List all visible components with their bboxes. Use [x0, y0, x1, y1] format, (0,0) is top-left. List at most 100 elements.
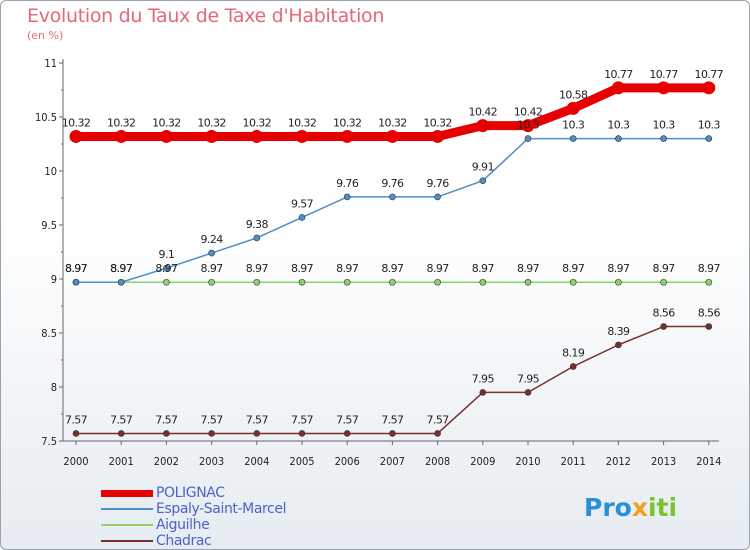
data-point — [705, 278, 713, 286]
data-label: 7.57 — [155, 413, 178, 426]
data-label: 10.58 — [559, 88, 588, 101]
data-label: 10.77 — [649, 68, 678, 81]
data-point — [385, 129, 399, 143]
data-label: 10.32 — [197, 116, 226, 129]
data-point — [114, 129, 128, 143]
data-point — [340, 129, 354, 143]
data-label: 9.57 — [291, 197, 314, 210]
data-point — [298, 214, 306, 221]
data-label: 9.38 — [246, 218, 269, 231]
data-point — [163, 430, 170, 437]
data-label: 7.95 — [517, 372, 540, 385]
x-tick-label: 2000 — [63, 455, 88, 468]
proxiti-logo: Proxiti — [584, 493, 677, 522]
data-label: 10.3 — [698, 119, 721, 132]
data-label: 10.3 — [517, 119, 540, 132]
x-tick-label: 2002 — [154, 455, 179, 468]
data-label: 7.57 — [427, 413, 450, 426]
data-point — [615, 278, 622, 286]
data-point — [343, 430, 351, 437]
data-point — [163, 264, 170, 272]
data-point — [524, 389, 532, 396]
data-label: 10.32 — [107, 116, 136, 129]
data-point — [295, 129, 309, 143]
legend-swatch-espaly — [101, 508, 153, 510]
data-label: 10.42 — [469, 106, 498, 119]
data-point — [72, 430, 80, 437]
y-tick-label: 10 — [44, 165, 57, 178]
logo-part-2: x — [631, 493, 648, 522]
data-label: 8.97 — [201, 262, 224, 275]
x-tick-label: 2010 — [515, 455, 540, 468]
data-label: 8.97 — [65, 262, 88, 275]
data-point — [566, 101, 580, 115]
data-point — [389, 278, 396, 286]
data-point — [434, 430, 441, 437]
x-tick-label: 2009 — [470, 455, 495, 468]
data-label: 7.57 — [381, 413, 404, 426]
data-label: 9.91 — [472, 161, 494, 174]
data-label: 7.57 — [246, 413, 269, 426]
x-tick-label: 2013 — [651, 455, 676, 468]
data-point — [159, 129, 173, 143]
x-tick-label: 2007 — [380, 455, 405, 468]
data-label: 8.97 — [698, 262, 721, 275]
y-tick-label: 7.5 — [41, 435, 57, 448]
data-point — [615, 341, 622, 349]
data-label: 10.3 — [653, 119, 676, 132]
x-tick-label: 2012 — [606, 455, 631, 468]
data-point — [69, 129, 83, 143]
data-point — [163, 278, 170, 286]
y-tick-label: 8.5 — [41, 327, 57, 340]
legend-item-aiguilhe: Aiguilhe — [101, 517, 401, 533]
x-tick-label: 2003 — [199, 455, 224, 468]
x-tick-label: 2005 — [289, 455, 314, 468]
data-point — [208, 278, 215, 286]
x-tick-label: 2008 — [425, 455, 450, 468]
data-label: 10.32 — [378, 116, 407, 129]
data-label: 8.97 — [336, 262, 359, 275]
legend-label-chadrac: Chadrac — [156, 533, 212, 549]
data-point — [524, 278, 532, 286]
data-label: 10.32 — [62, 116, 91, 129]
x-tick-label: 2004 — [244, 455, 269, 468]
x-tick-label: 2006 — [335, 455, 360, 468]
data-point — [389, 193, 396, 201]
data-point — [524, 135, 532, 142]
chart-title: Evolution du Taux de Taxe d'Habitation — [27, 5, 385, 27]
y-tick-label: 11 — [44, 57, 57, 70]
data-label: 8.97 — [65, 262, 88, 275]
data-point — [253, 430, 261, 437]
data-point — [660, 135, 667, 142]
data-point — [205, 129, 219, 143]
data-label: 8.97 — [291, 262, 314, 275]
data-point — [208, 249, 215, 257]
data-point — [117, 430, 125, 437]
data-label: 10.32 — [243, 116, 272, 129]
data-point — [705, 135, 713, 142]
data-label: 8.56 — [698, 307, 721, 320]
data-point — [702, 81, 716, 95]
x-tick-label: 2001 — [109, 455, 134, 468]
logo-part-1: Pro — [584, 493, 632, 522]
data-label: 9.24 — [201, 233, 224, 246]
data-point — [479, 389, 487, 396]
data-label: 8.97 — [427, 262, 450, 275]
x-tick-label: 2014 — [696, 455, 721, 468]
data-label: 9.76 — [427, 177, 450, 190]
data-point — [431, 129, 445, 143]
legend-label-polignac: POLIGNAC — [156, 485, 225, 501]
data-label: 10.42 — [514, 106, 543, 119]
data-point — [208, 430, 215, 437]
data-point — [298, 278, 306, 286]
data-point — [434, 193, 441, 201]
logo-part-3: iti — [647, 493, 678, 522]
data-point — [389, 430, 396, 437]
data-label: 8.97 — [110, 262, 133, 275]
chart-unit: (en %) — [27, 29, 64, 42]
data-point — [476, 119, 490, 133]
series-lines — [69, 81, 716, 437]
data-label: 10.3 — [607, 119, 630, 132]
y-tick-label: 9 — [51, 273, 57, 286]
legend-swatch-aiguilhe — [101, 524, 153, 526]
